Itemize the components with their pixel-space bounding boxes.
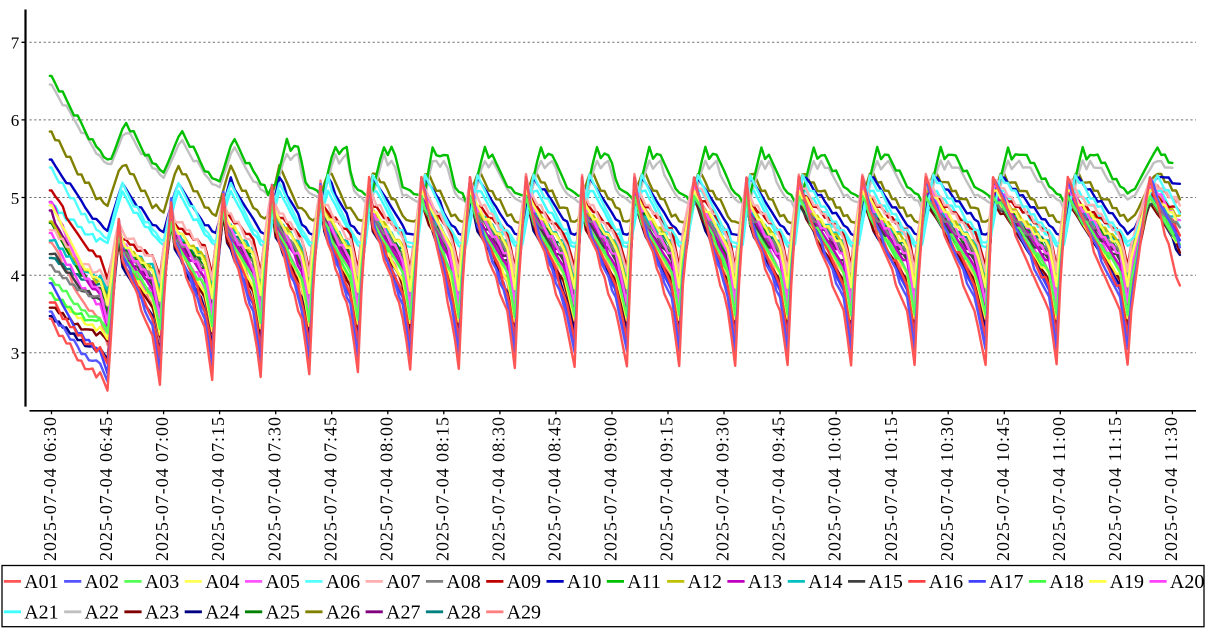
svg-text:A24: A24: [205, 601, 239, 623]
svg-text:A17: A17: [989, 571, 1023, 593]
svg-text:2025-07-04 08:00: 2025-07-04 08:00: [376, 417, 396, 561]
svg-text:2025-07-04 08:15: 2025-07-04 08:15: [432, 417, 452, 561]
svg-text:2025-07-04 06:30: 2025-07-04 06:30: [40, 417, 60, 561]
svg-text:A20: A20: [1170, 571, 1204, 593]
svg-text:7: 7: [11, 34, 20, 53]
svg-text:A11: A11: [627, 571, 661, 593]
svg-text:A03: A03: [145, 571, 179, 593]
svg-text:A21: A21: [24, 601, 58, 623]
svg-text:2025-07-04 10:15: 2025-07-04 10:15: [881, 417, 901, 561]
svg-text:A29: A29: [507, 601, 541, 623]
svg-text:2025-07-04 09:30: 2025-07-04 09:30: [713, 417, 733, 561]
svg-text:A22: A22: [85, 601, 119, 623]
svg-text:A27: A27: [386, 601, 420, 623]
svg-text:A16: A16: [929, 571, 963, 593]
svg-text:2025-07-04 09:15: 2025-07-04 09:15: [657, 417, 677, 561]
svg-text:2025-07-04 07:30: 2025-07-04 07:30: [264, 417, 284, 561]
svg-text:4: 4: [11, 267, 20, 286]
svg-text:A19: A19: [1110, 571, 1144, 593]
svg-text:A14: A14: [808, 571, 842, 593]
svg-text:2025-07-04 10:45: 2025-07-04 10:45: [993, 417, 1013, 561]
svg-text:A04: A04: [205, 571, 239, 593]
svg-text:A10: A10: [567, 571, 601, 593]
svg-text:A06: A06: [326, 571, 360, 593]
svg-text:2025-07-04 08:45: 2025-07-04 08:45: [545, 417, 565, 561]
svg-text:5: 5: [11, 189, 20, 208]
svg-text:A12: A12: [688, 571, 722, 593]
svg-text:A15: A15: [868, 571, 902, 593]
svg-text:3: 3: [11, 344, 20, 363]
svg-text:2025-07-04 09:00: 2025-07-04 09:00: [601, 417, 621, 561]
svg-text:2025-07-04 11:15: 2025-07-04 11:15: [1105, 417, 1125, 561]
svg-text:A01: A01: [24, 571, 58, 593]
svg-text:A26: A26: [326, 601, 360, 623]
svg-text:2025-07-04 11:30: 2025-07-04 11:30: [1161, 417, 1181, 561]
svg-text:A18: A18: [1049, 571, 1083, 593]
svg-text:2025-07-04 06:45: 2025-07-04 06:45: [96, 417, 116, 561]
svg-text:A23: A23: [145, 601, 179, 623]
svg-text:2025-07-04 07:15: 2025-07-04 07:15: [208, 417, 228, 561]
svg-text:A25: A25: [265, 601, 299, 623]
svg-text:2025-07-04 07:45: 2025-07-04 07:45: [320, 417, 340, 561]
svg-text:A09: A09: [507, 571, 541, 593]
svg-text:A05: A05: [265, 571, 299, 593]
svg-text:A07: A07: [386, 571, 420, 593]
svg-text:2025-07-04 08:30: 2025-07-04 08:30: [489, 417, 509, 561]
svg-text:2025-07-04 10:00: 2025-07-04 10:00: [825, 417, 845, 561]
svg-text:A08: A08: [446, 571, 480, 593]
svg-text:A13: A13: [748, 571, 782, 593]
svg-text:6: 6: [11, 111, 20, 130]
svg-text:2025-07-04 11:00: 2025-07-04 11:00: [1049, 417, 1069, 561]
svg-text:2025-07-04 09:45: 2025-07-04 09:45: [769, 417, 789, 561]
svg-text:A28: A28: [446, 601, 480, 623]
svg-text:A02: A02: [85, 571, 119, 593]
svg-text:2025-07-04 07:00: 2025-07-04 07:00: [152, 417, 172, 561]
svg-text:2025-07-04 10:30: 2025-07-04 10:30: [937, 417, 957, 561]
